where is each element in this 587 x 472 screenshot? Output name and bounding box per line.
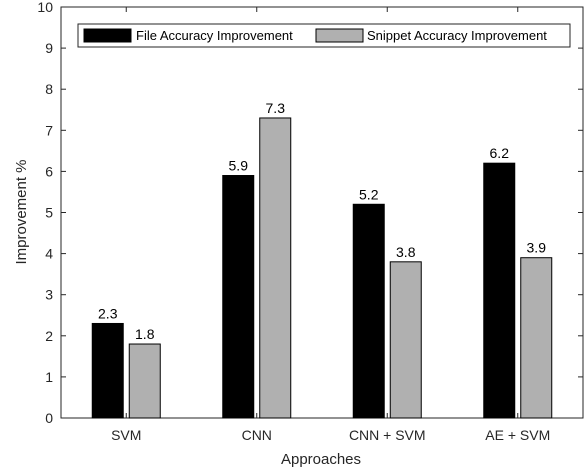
y-tick-label: 4	[45, 246, 53, 262]
bar-snippet-accuracy	[389, 261, 422, 419]
legend-swatch-file-accuracy	[83, 28, 132, 43]
legend-swatch-snippet-accuracy	[315, 28, 364, 43]
y-tick-label: 6	[45, 163, 53, 179]
bar-snippet-accuracy	[259, 117, 292, 419]
bars-group	[91, 117, 553, 419]
data-label: 5.2	[359, 186, 379, 202]
bar-snippet-accuracy	[128, 343, 161, 419]
bar-file-accuracy	[222, 175, 255, 419]
y-axis-ticks: 0 1 2 3 4 5 6 7 8 9 10	[37, 0, 583, 426]
data-label: 2.3	[98, 305, 118, 321]
y-tick-label: 8	[45, 81, 53, 97]
legend-label-file-accuracy: File Accuracy Improvement	[136, 28, 293, 43]
y-tick-label: 10	[37, 0, 53, 15]
data-label: 1.8	[135, 326, 155, 342]
data-label: 3.8	[396, 244, 416, 260]
x-tick-label: SVM	[111, 427, 141, 443]
bar-file-accuracy	[352, 203, 385, 419]
bar-file-accuracy	[91, 322, 124, 419]
x-tick-label: CNN	[242, 427, 272, 443]
x-tick-label: CNN + SVM	[349, 427, 426, 443]
bar-snippet-accuracy	[520, 257, 553, 419]
y-axis-label: Improvement %	[13, 159, 30, 264]
data-label: 6.2	[490, 145, 510, 161]
legend-label-snippet-accuracy: Snippet Accuracy Improvement	[367, 28, 547, 43]
y-tick-label: 7	[45, 122, 53, 138]
y-tick-label: 3	[45, 287, 53, 303]
y-tick-label: 2	[45, 328, 53, 344]
data-labels-group: 2.3 5.9 5.2 6.2 1.8 7.3 3.8 3.9	[98, 100, 546, 342]
x-tick-label: AE + SVM	[485, 427, 550, 443]
x-axis-ticks: SVM CNN CNN + SVM AE + SVM	[111, 7, 550, 443]
data-label: 5.9	[229, 158, 249, 174]
legend: File Accuracy Improvement Snippet Accura…	[77, 23, 571, 48]
y-tick-label: 5	[45, 205, 53, 221]
data-label: 3.9	[527, 240, 547, 256]
bar-file-accuracy	[483, 162, 516, 419]
y-tick-label: 9	[45, 40, 53, 56]
y-tick-label: 0	[45, 410, 53, 426]
data-label: 7.3	[266, 100, 286, 116]
x-axis-label: Approaches	[281, 451, 361, 468]
y-tick-label: 1	[45, 369, 53, 385]
